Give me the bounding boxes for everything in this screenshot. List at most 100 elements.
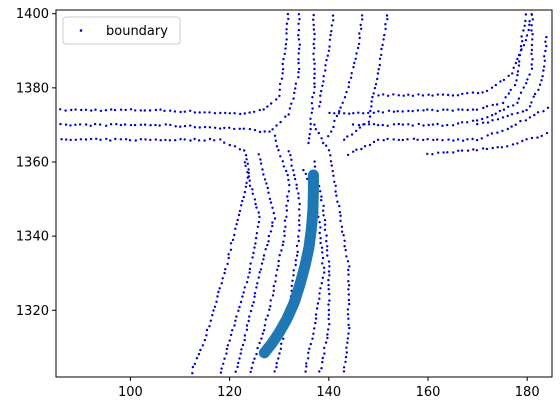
boundary-point	[242, 127, 245, 130]
boundary-point	[494, 83, 497, 87]
boundary-point	[277, 149, 280, 152]
boundary-point	[310, 111, 313, 115]
boundary-point	[362, 123, 365, 126]
boundary-point	[313, 123, 316, 126]
boundary-point	[334, 184, 337, 187]
boundary-point	[521, 40, 524, 43]
boundary-point	[298, 43, 301, 46]
boundary-point	[243, 334, 247, 337]
boundary-point	[239, 112, 242, 116]
boundary-point	[124, 108, 127, 112]
boundary-point	[431, 123, 435, 126]
boundary-point	[144, 138, 147, 141]
boundary-point	[377, 94, 380, 97]
boundary-point	[378, 57, 382, 60]
boundary-point	[293, 91, 296, 95]
y-tick-label: 1400	[16, 7, 49, 22]
boundary-point	[342, 370, 346, 373]
boundary-point	[271, 294, 275, 297]
boundary-point	[381, 43, 384, 47]
boundary-point	[297, 13, 301, 16]
boundary-point	[245, 328, 249, 331]
boundary-point	[201, 344, 205, 347]
boundary-point	[89, 124, 92, 128]
boundary-point	[432, 138, 435, 142]
boundary-point	[284, 47, 287, 50]
boundary-point	[168, 139, 172, 142]
boundary-point	[490, 132, 494, 135]
boundary-point	[245, 281, 249, 284]
boundary-point	[222, 362, 225, 365]
boundary-point	[392, 93, 395, 96]
boundary-point	[461, 139, 465, 142]
boundary-point	[337, 112, 341, 115]
plot-background	[56, 10, 552, 377]
boundary-point	[321, 84, 324, 88]
boundary-point	[380, 53, 383, 57]
boundary-point	[227, 256, 230, 260]
boundary-point	[537, 88, 540, 92]
boundary-point	[285, 169, 288, 173]
boundary-point	[249, 262, 252, 265]
boundary-point	[266, 186, 269, 190]
boundary-point	[411, 94, 415, 98]
boundary-point	[297, 71, 300, 74]
boundary-point	[545, 131, 549, 135]
boundary-point	[313, 160, 316, 163]
boundary-point	[328, 323, 331, 326]
boundary-point	[466, 92, 469, 95]
boundary-point	[327, 149, 331, 152]
boundary-point	[500, 146, 504, 149]
boundary-point	[263, 324, 267, 327]
boundary-point	[407, 93, 410, 96]
boundary-point	[277, 357, 280, 360]
boundary-point	[149, 124, 152, 127]
boundary-point	[426, 108, 429, 111]
boundary-point	[158, 124, 161, 127]
boundary-point	[119, 123, 123, 127]
boundary-point	[491, 119, 494, 122]
boundary-point	[253, 357, 256, 360]
boundary-point	[542, 65, 546, 68]
boundary-point	[407, 109, 410, 113]
boundary-point	[269, 299, 272, 302]
boundary-point	[159, 108, 162, 111]
boundary-point	[310, 102, 314, 105]
boundary-point	[297, 235, 300, 238]
boundary-point	[313, 165, 317, 168]
boundary-point	[358, 126, 362, 129]
boundary-point	[284, 43, 288, 46]
boundary-point	[287, 113, 290, 116]
boundary-point	[327, 135, 330, 138]
boundary-point	[386, 94, 390, 98]
boundary-point	[139, 123, 143, 127]
boundary-point	[347, 85, 350, 89]
boundary-point	[248, 315, 251, 318]
boundary-point	[490, 114, 494, 117]
boundary-point	[286, 195, 289, 198]
boundary-point	[327, 270, 331, 273]
boundary-point	[402, 94, 405, 97]
boundary-point	[530, 13, 534, 16]
boundary-point	[234, 370, 237, 373]
boundary-point	[437, 151, 440, 154]
boundary-point	[174, 125, 177, 128]
boundary-point	[219, 371, 223, 374]
boundary-point	[238, 209, 242, 213]
boundary-point	[294, 87, 297, 90]
trajectory-path	[258, 169, 319, 359]
boundary-point	[89, 137, 93, 141]
boundary-point	[268, 308, 271, 311]
boundary-point	[280, 77, 284, 80]
boundary-point	[274, 274, 278, 277]
boundary-point	[353, 61, 356, 65]
boundary-point	[472, 148, 475, 151]
boundary-point	[325, 144, 328, 147]
boundary-point	[412, 137, 416, 140]
boundary-point	[355, 148, 358, 151]
boundary-point	[327, 260, 331, 263]
boundary-point	[213, 139, 216, 142]
boundary-point	[368, 115, 372, 118]
boundary-point	[530, 101, 533, 104]
boundary-point	[466, 149, 470, 152]
